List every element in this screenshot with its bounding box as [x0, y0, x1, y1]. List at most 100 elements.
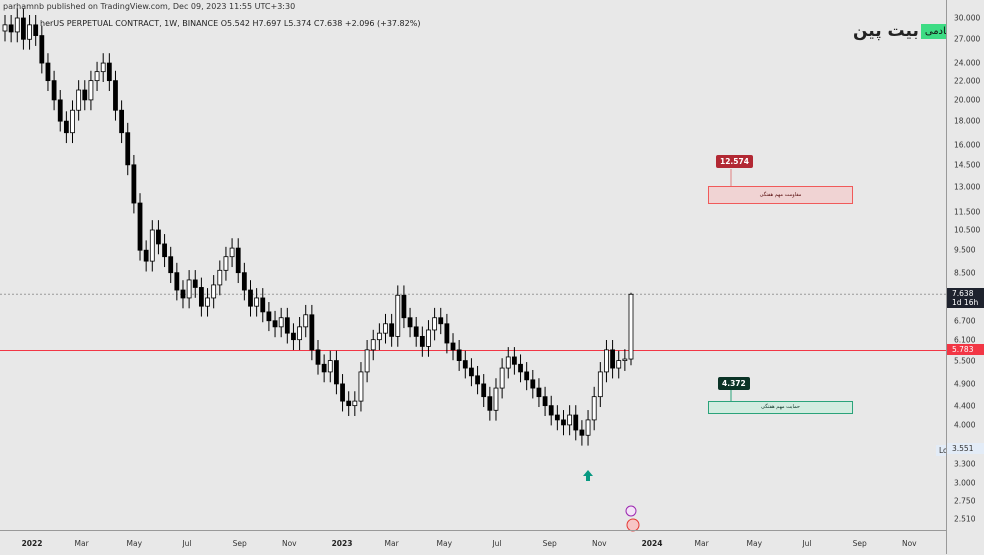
time-tick: Nov — [901, 539, 917, 548]
candle-down — [438, 317, 444, 325]
candle-down — [162, 243, 167, 258]
price-tick: 10.500 — [954, 225, 981, 235]
price-tick: 9.500 — [954, 245, 976, 255]
time-tick: Nov — [591, 539, 607, 548]
price-tick: 5.500 — [954, 356, 976, 366]
resistance-zone-text: مقاومت مهم هفتگی — [759, 191, 802, 198]
resistance-zone[interactable]: مقاومت مهم هفتگی — [708, 186, 853, 204]
candle-up — [217, 269, 223, 286]
candle-up — [383, 323, 388, 334]
candle-up — [70, 109, 75, 134]
candle-down — [536, 387, 542, 398]
candle-down — [315, 349, 321, 365]
candle-down — [266, 311, 272, 322]
candle-up — [622, 358, 628, 361]
candle-down — [248, 289, 253, 307]
price-tick: 2.510 — [954, 514, 976, 524]
price-tick: 4.900 — [954, 379, 976, 389]
time-tick: Jul — [492, 539, 502, 548]
candle-down — [198, 287, 204, 307]
candle-down — [45, 62, 51, 82]
time-tick: Mar — [74, 539, 89, 548]
candle-down — [487, 396, 493, 411]
candle-down — [51, 80, 57, 101]
candle-down — [444, 323, 450, 344]
candle-down — [291, 332, 296, 341]
time-tick: Sep — [542, 539, 557, 548]
candle-down — [192, 279, 198, 288]
time-tick: 2023 — [331, 539, 353, 548]
candle-down — [137, 202, 143, 251]
candle-up — [88, 80, 94, 101]
time-tick: May — [746, 539, 763, 548]
candle-down — [125, 132, 131, 166]
candle-down — [579, 429, 585, 436]
candle-down — [450, 342, 456, 351]
candle-down — [113, 80, 118, 111]
candle-up — [505, 356, 511, 369]
candle-down — [131, 164, 137, 204]
time-tick: Mar — [694, 539, 709, 548]
published-info: parhamnb published on TradingView.com, D… — [3, 2, 296, 11]
candle-up — [567, 414, 573, 426]
candle-down — [260, 297, 266, 313]
candle-down — [481, 383, 487, 398]
price-axis[interactable]: 30.000 27.000 24.000 22.000 20.000 18.000 16.0… — [946, 0, 984, 554]
candle-down — [284, 317, 290, 334]
time-tick: Jul — [182, 539, 192, 548]
candle-up — [499, 367, 505, 389]
candle-up — [493, 387, 499, 411]
candle-up — [205, 297, 210, 307]
candle-up — [2, 24, 8, 32]
candle-up — [364, 349, 370, 373]
candlestick-chart[interactable] — [0, 0, 947, 554]
candle-up — [597, 371, 603, 398]
candle-up — [585, 419, 591, 436]
candle-up — [100, 62, 106, 73]
candle-up — [297, 326, 302, 341]
candle-up — [604, 349, 609, 373]
candle-down — [340, 383, 345, 402]
candle-up — [149, 229, 155, 262]
candle-up — [358, 371, 364, 402]
logo: بیت پین آکادمی — [853, 21, 958, 41]
candle-down — [475, 375, 480, 385]
candle-down — [82, 89, 88, 101]
candle-up — [376, 332, 382, 341]
candle-down — [168, 256, 174, 274]
candle-up — [14, 17, 20, 33]
time-axis[interactable] — [0, 530, 947, 555]
price-tick: 22.000 — [954, 76, 981, 86]
candle-up — [591, 396, 597, 421]
candle-up — [352, 400, 358, 407]
candle-down — [106, 62, 112, 82]
candle-down — [561, 419, 566, 426]
candle-down — [119, 109, 125, 134]
symbol-info: herUS PERPETUAL CONTRACT, 1W, BINANCE O5… — [40, 19, 421, 28]
candle-down — [518, 363, 523, 373]
candle-down — [456, 349, 462, 361]
candle-up — [426, 329, 431, 347]
candle-up — [27, 24, 32, 40]
support-zone-text: حمایت مهم هفتگی — [761, 404, 800, 410]
candle-up — [254, 297, 260, 307]
price-tick: 4.000 — [954, 420, 976, 430]
price-tick: 14.500 — [954, 160, 981, 170]
candle-down — [8, 24, 14, 33]
candle-down — [610, 349, 615, 369]
candle-down — [57, 99, 63, 122]
price-tick: 6.700 — [954, 316, 976, 326]
candle-down — [419, 335, 425, 347]
candle-down — [235, 247, 241, 274]
support-zone[interactable]: حمایت مهم هفتگی — [708, 401, 853, 414]
support-price-label: 4.372 — [718, 377, 750, 390]
price-tick: 3.300 — [954, 459, 976, 469]
candle-down — [334, 360, 339, 385]
candle-up — [628, 293, 634, 360]
candle-up — [432, 317, 438, 331]
candle-down — [174, 272, 180, 291]
time-tick: Jul — [802, 539, 812, 548]
candle-down — [511, 356, 517, 365]
candle-down — [469, 367, 474, 377]
candle-up — [229, 247, 235, 258]
